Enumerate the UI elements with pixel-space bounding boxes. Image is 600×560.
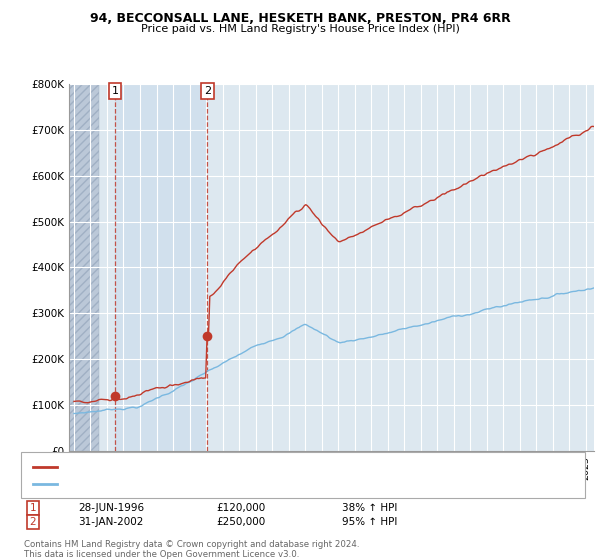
Text: Contains HM Land Registry data © Crown copyright and database right 2024.
This d: Contains HM Land Registry data © Crown c…	[24, 540, 359, 559]
Text: 94, BECCONSALL LANE, HESKETH BANK, PRESTON, PR4 6RR (detached house): 94, BECCONSALL LANE, HESKETH BANK, PREST…	[63, 461, 454, 472]
Text: HPI: Average price, detached house, West Lancashire: HPI: Average price, detached house, West…	[63, 479, 329, 489]
Text: 2: 2	[204, 86, 211, 96]
Text: 31-JAN-2002: 31-JAN-2002	[78, 517, 143, 527]
Text: 28-JUN-1996: 28-JUN-1996	[78, 503, 144, 513]
Bar	[115, 84, 208, 451]
Text: 38% ↑ HPI: 38% ↑ HPI	[342, 503, 397, 513]
Text: 2: 2	[29, 517, 37, 527]
Text: 95% ↑ HPI: 95% ↑ HPI	[342, 517, 397, 527]
Text: £250,000: £250,000	[216, 517, 265, 527]
Bar	[69, 84, 99, 451]
Text: £120,000: £120,000	[216, 503, 265, 513]
Text: 1: 1	[29, 503, 37, 513]
Text: 94, BECCONSALL LANE, HESKETH BANK, PRESTON, PR4 6RR: 94, BECCONSALL LANE, HESKETH BANK, PREST…	[89, 12, 511, 25]
Text: Price paid vs. HM Land Registry's House Price Index (HPI): Price paid vs. HM Land Registry's House …	[140, 24, 460, 34]
Text: 1: 1	[112, 86, 119, 96]
